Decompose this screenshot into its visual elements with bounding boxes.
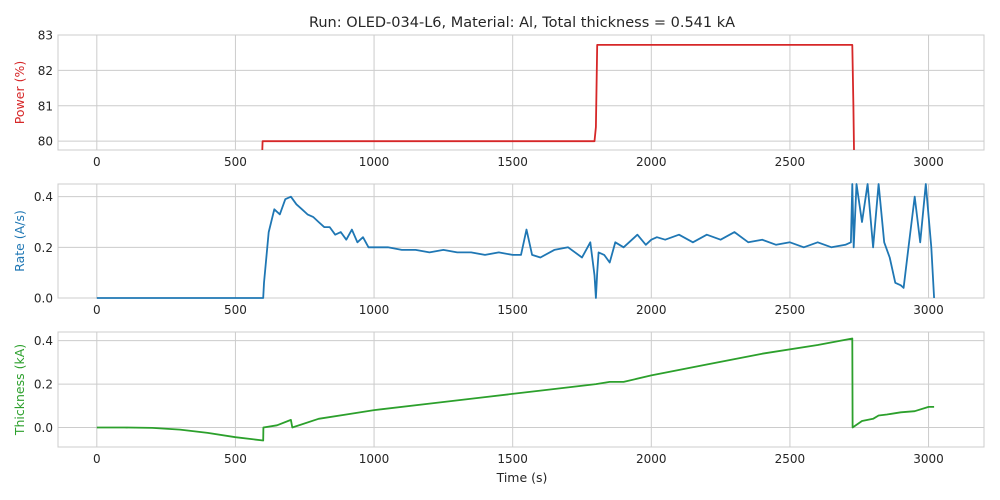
power-x-tick-label: 0 [93,155,101,169]
power-y-tick-label: 82 [38,64,53,78]
panel-power: 0 500 1000 1500 2000 2500 3000 80 81 82 83 Power … [12,29,985,169]
rate-y-tick-label: 0.0 [34,292,53,306]
thickness-x-ticks: 0 500 1000 1500 2000 2500 3000 [93,452,944,466]
x-axis-label: Time (s) [496,470,548,485]
rate-y-tick-label: 0.2 [34,241,53,255]
power-y-ticks: 80 81 82 83 [38,29,53,149]
rate-y-axis-label: Rate (A/s) [12,210,27,272]
power-y-tick-label: 83 [38,29,53,43]
thickness-x-tick-label: 500 [224,452,247,466]
thickness-series-line [96,337,935,442]
thickness-y-ticks: 0.0 0.2 0.4 [34,334,53,435]
power-y-tick-label: 81 [38,99,53,113]
rate-x-tick-label: 0 [93,303,101,317]
power-x-tick-label: 3000 [913,155,944,169]
rate-x-tick-label: 3000 [913,303,944,317]
thickness-y-axis-label: Thickness (kA) [12,344,27,436]
power-x-ticks: 0 500 1000 1500 2000 2500 3000 [93,155,944,169]
panel-rate: 0 500 1000 1500 2000 2500 3000 0.0 0.2 0.4 Rate … [12,183,985,317]
power-x-tick-label: 1000 [359,155,390,169]
panel-thickness: 0 500 1000 1500 2000 2500 3000 0.0 0.2 0.4 Thick… [12,331,985,466]
thickness-x-tick-label: 1000 [359,452,390,466]
thickness-plot-frame [57,331,985,448]
power-x-tick-label: 500 [224,155,247,169]
thickness-y-tick-label: 0.4 [34,334,53,348]
rate-y-ticks: 0.0 0.2 0.4 [34,190,53,305]
rate-x-tick-label: 1500 [497,303,528,317]
power-grid [58,34,984,150]
rate-x-tick-label: 1000 [359,303,390,317]
thickness-y-tick-label: 0.0 [34,421,53,435]
rate-grid [58,184,984,299]
chart-title: Run: OLED-034-L6, Material: Al, Total th… [309,15,735,31]
rate-x-ticks: 0 500 1000 1500 2000 2500 3000 [93,303,944,317]
power-series-line [261,44,855,151]
rate-series-line [96,183,935,299]
rate-plot-frame [57,183,985,299]
thickness-x-tick-label: 0 [93,452,101,466]
power-y-tick-label: 80 [38,135,53,149]
power-y-axis-label: Power (%) [12,61,27,124]
power-x-tick-label: 1500 [497,155,528,169]
thickness-x-tick-label: 1500 [497,452,528,466]
thickness-y-tick-label: 0.2 [34,378,53,392]
thickness-x-tick-label: 3000 [913,452,944,466]
power-x-tick-label: 2000 [636,155,667,169]
power-plot-frame [57,34,985,151]
power-x-tick-label: 2500 [775,155,806,169]
rate-x-tick-label: 2500 [775,303,806,317]
thickness-grid [58,332,984,447]
thickness-x-tick-label: 2500 [775,452,806,466]
rate-x-tick-label: 500 [224,303,247,317]
thickness-x-tick-label: 2000 [636,452,667,466]
rate-y-tick-label: 0.4 [34,190,53,204]
rate-x-tick-label: 2000 [636,303,667,317]
